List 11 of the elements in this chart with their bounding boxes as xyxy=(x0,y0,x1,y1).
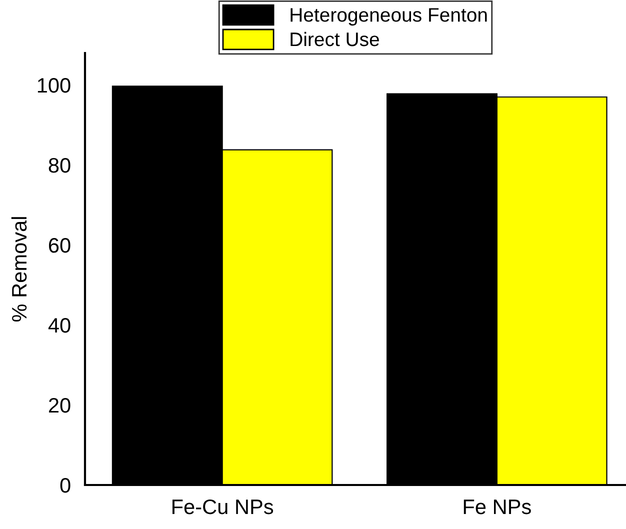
y-tick-label: 0 xyxy=(60,478,70,493)
legend-label: Direct Use xyxy=(290,32,380,46)
y-tick-label: 40 xyxy=(48,318,70,333)
y-tick-label: 100 xyxy=(38,78,70,93)
x-tick-label: Fe-Cu NPs xyxy=(172,499,274,514)
legend-label: Heterogeneous Fenton xyxy=(290,8,487,26)
y-tick-label: 20 xyxy=(48,398,70,413)
y-tick-label: 60 xyxy=(49,238,70,253)
x-tick-label: Fe NPs xyxy=(464,500,531,514)
y-tick-label: 80 xyxy=(48,158,70,173)
y-axis-title: % Removal xyxy=(11,217,27,322)
